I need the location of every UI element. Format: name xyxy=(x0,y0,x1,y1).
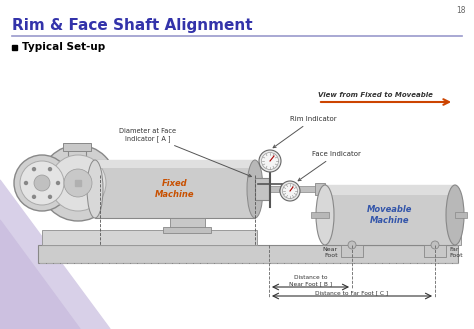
Bar xyxy=(42,230,257,245)
Circle shape xyxy=(56,182,60,185)
Bar xyxy=(325,185,455,245)
Bar xyxy=(269,186,319,192)
Bar xyxy=(12,45,17,50)
Circle shape xyxy=(33,195,36,198)
Text: View from Fixed to Moveable: View from Fixed to Moveable xyxy=(318,92,433,98)
Bar xyxy=(170,218,205,232)
Bar xyxy=(95,160,255,218)
Text: Moveable
Machine: Moveable Machine xyxy=(367,205,413,225)
Circle shape xyxy=(48,168,52,171)
Bar xyxy=(311,212,329,218)
Circle shape xyxy=(50,155,106,211)
Circle shape xyxy=(20,161,64,205)
Bar xyxy=(63,143,91,151)
Polygon shape xyxy=(0,180,110,329)
Circle shape xyxy=(64,169,92,197)
Bar xyxy=(163,227,211,233)
Bar xyxy=(85,168,100,208)
Bar xyxy=(68,145,86,167)
Circle shape xyxy=(25,182,27,185)
Circle shape xyxy=(40,145,116,221)
Text: Rim Indicator: Rim Indicator xyxy=(273,116,337,148)
Circle shape xyxy=(283,184,298,198)
Circle shape xyxy=(48,195,52,198)
Circle shape xyxy=(33,168,36,171)
Bar xyxy=(38,245,458,263)
Text: Distance to
Near Foot [ B ]: Distance to Near Foot [ B ] xyxy=(289,275,332,286)
Bar xyxy=(424,245,446,257)
Ellipse shape xyxy=(316,185,334,245)
Bar xyxy=(323,228,461,245)
Circle shape xyxy=(280,181,300,201)
Bar xyxy=(95,160,255,168)
Polygon shape xyxy=(0,220,80,329)
Text: Typical Set-up: Typical Set-up xyxy=(22,42,105,52)
Circle shape xyxy=(14,155,70,211)
Ellipse shape xyxy=(247,160,263,218)
Bar xyxy=(315,183,325,195)
Text: 18: 18 xyxy=(456,6,466,15)
Circle shape xyxy=(259,150,281,172)
Text: Near
Foot: Near Foot xyxy=(323,247,338,258)
Ellipse shape xyxy=(87,160,103,218)
Circle shape xyxy=(431,241,439,249)
Bar xyxy=(255,178,269,200)
Circle shape xyxy=(34,175,50,191)
Text: Fixed
Machine: Fixed Machine xyxy=(155,179,195,199)
Bar xyxy=(325,185,455,195)
Circle shape xyxy=(348,241,356,249)
Text: Far
Foot: Far Foot xyxy=(449,247,463,258)
Bar xyxy=(455,212,467,218)
Ellipse shape xyxy=(446,185,464,245)
Bar xyxy=(75,180,81,186)
Text: Distance to Far Foot [ C ]: Distance to Far Foot [ C ] xyxy=(315,290,389,295)
Text: Face Indicator: Face Indicator xyxy=(298,151,361,181)
Text: Rim & Face Shaft Alignment: Rim & Face Shaft Alignment xyxy=(12,18,253,33)
Text: Diameter at Face
Indicator [ A ]: Diameter at Face Indicator [ A ] xyxy=(119,128,251,177)
Circle shape xyxy=(262,153,279,169)
Bar xyxy=(341,245,363,257)
